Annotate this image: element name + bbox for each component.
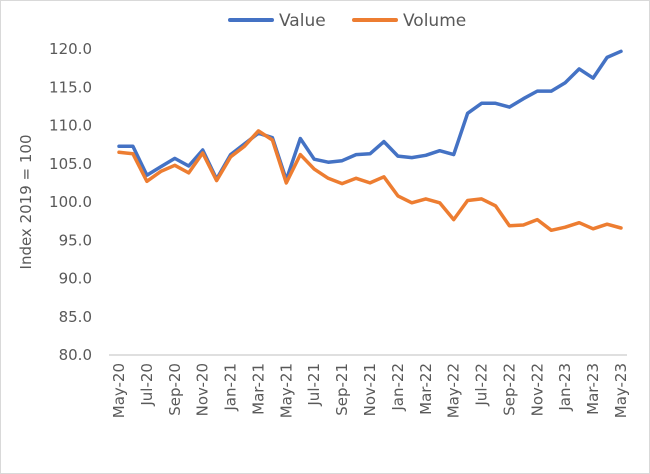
y-axis-ticks: 80.0 85.0 90.0 95.0 100.0 105.0 110.0 115.0 120.… <box>49 40 92 364</box>
x-tick-label: May-21 <box>277 363 295 418</box>
x-tick-label: Mar-22 <box>417 363 435 415</box>
x-tick-label: Jan-21 <box>222 363 240 412</box>
x-tick-label: Jul-21 <box>305 363 323 407</box>
y-tick-label: 80.0 <box>59 346 92 364</box>
legend-item-volume: Volume <box>352 11 466 31</box>
x-tick-label: Jan-22 <box>389 363 407 412</box>
y-tick-label: 120.0 <box>49 40 92 58</box>
legend-item-value: Value <box>228 11 326 31</box>
x-tick-label: Jul-20 <box>138 363 156 407</box>
x-tick-label: Sep-21 <box>333 363 351 416</box>
x-tick-label: Mar-21 <box>249 363 267 415</box>
series-layer <box>117 49 623 233</box>
y-tick-label: 105.0 <box>49 155 92 173</box>
y-tick-label: 95.0 <box>59 231 92 249</box>
x-tick-label: Sep-22 <box>500 363 518 416</box>
x-tick-label: Nov-22 <box>528 363 546 416</box>
y-axis-title: Index 2019 = 100 <box>17 135 35 270</box>
x-tick-label: May-20 <box>110 363 128 418</box>
legend-label: Volume <box>403 11 466 31</box>
x-tick-label: Jul-22 <box>473 363 491 407</box>
y-tick-label: 90.0 <box>59 270 92 288</box>
y-tick-label: 115.0 <box>49 78 92 96</box>
x-tick-label: Nov-20 <box>194 363 212 416</box>
y-tick-label: 110.0 <box>49 117 92 135</box>
y-tick-label: 85.0 <box>59 308 92 326</box>
series-line-volume <box>117 129 623 233</box>
y-tick-label: 100.0 <box>49 193 92 211</box>
x-tick-label: May-23 <box>612 363 630 418</box>
legend: Value Volume <box>228 11 466 31</box>
x-tick-label: Sep-20 <box>166 363 184 416</box>
x-axis-ticks: May-20 Jul-20 Sep-20 Nov-20 Jan-21 Mar-21 May-… <box>110 363 630 418</box>
x-tick-label: Mar-23 <box>584 363 602 415</box>
x-tick-label: Nov-21 <box>361 363 379 416</box>
x-tick-label: May-22 <box>445 363 463 418</box>
legend-label: Value <box>279 11 326 31</box>
x-tick-label: Jan-23 <box>556 363 574 412</box>
series-line-value <box>117 49 623 182</box>
